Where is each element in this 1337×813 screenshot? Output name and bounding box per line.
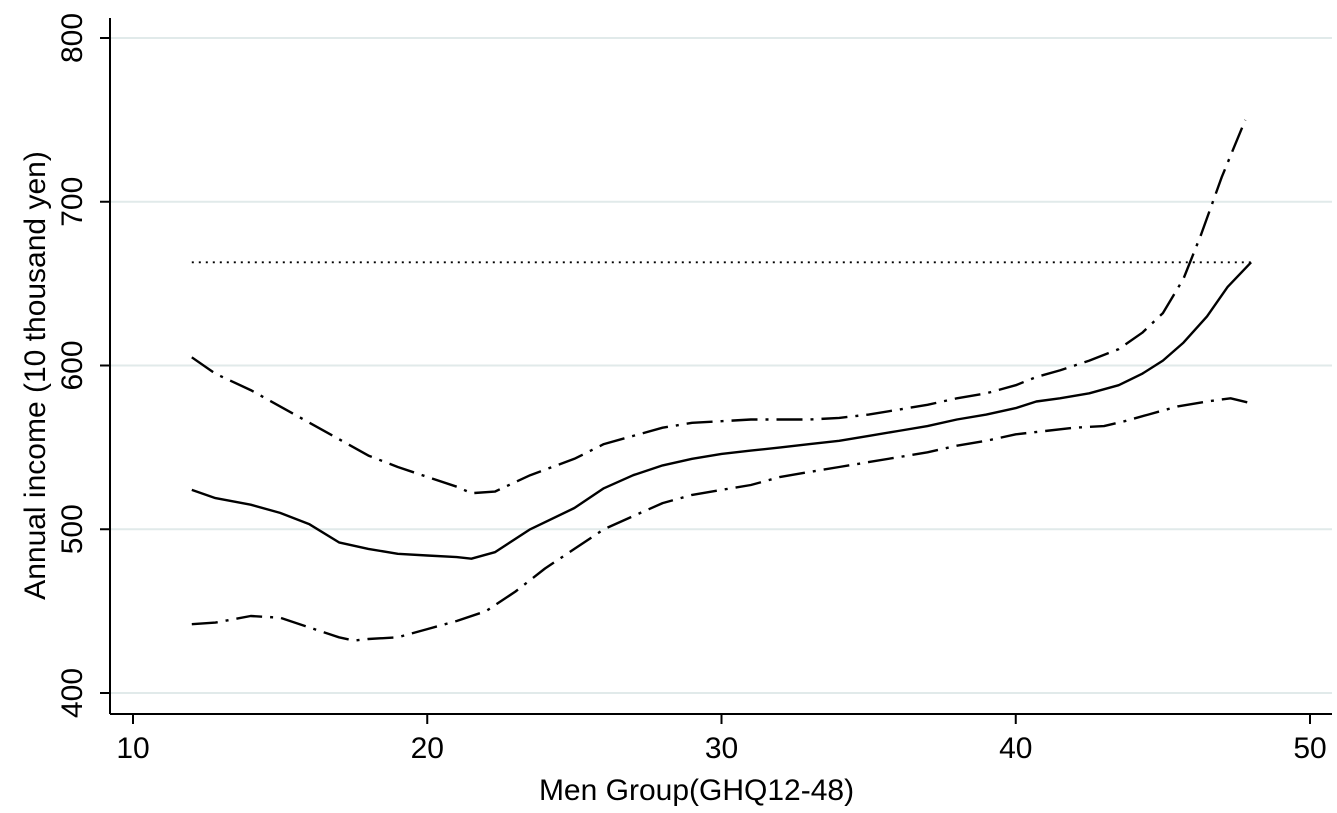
- y-tick-label: 400: [56, 668, 89, 718]
- gridlines: [110, 37, 1332, 694]
- ticks: 400 500 600 700 800 10 20 30 40 50: [56, 13, 1327, 765]
- series-line-1-solid: [191, 261, 1252, 560]
- y-tick-label: 800: [56, 13, 89, 63]
- series-line-3-dash-dot: [191, 397, 1252, 642]
- x-tick-label: 30: [705, 732, 738, 765]
- x-tick-label: 50: [1293, 732, 1326, 765]
- x-tick-label: 40: [999, 732, 1032, 765]
- y-tick-label: 600: [56, 340, 89, 390]
- x-tick-label: 20: [411, 732, 444, 765]
- y-axis-title: Annual income (10 thousand yen): [19, 151, 52, 600]
- series-line-2-dash-dot: [191, 119, 1247, 495]
- x-tick-label: 10: [116, 732, 149, 765]
- series-group: [191, 119, 1252, 642]
- y-tick-label: 700: [56, 177, 89, 227]
- y-tick-label: 500: [56, 504, 89, 554]
- x-axis-title: Men Group(GHQ12-48): [539, 774, 854, 807]
